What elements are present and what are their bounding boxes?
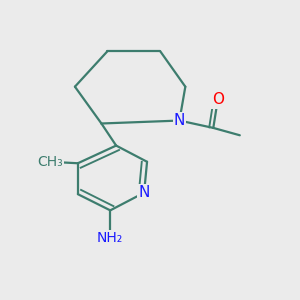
Text: N: N: [138, 185, 150, 200]
Text: N: N: [174, 113, 185, 128]
Text: NH₂: NH₂: [97, 231, 123, 245]
Text: CH₃: CH₃: [37, 155, 63, 169]
Text: O: O: [212, 92, 224, 107]
